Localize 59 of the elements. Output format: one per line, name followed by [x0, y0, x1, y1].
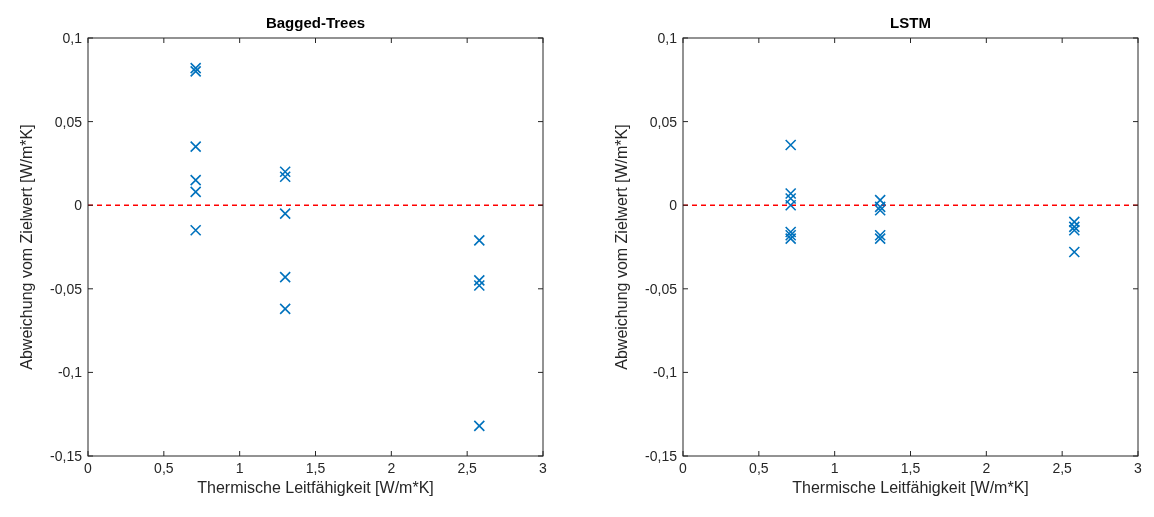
point — [784, 199, 797, 211]
x-tick-label: 1 — [235, 460, 244, 476]
point — [473, 234, 486, 247]
point — [784, 192, 797, 205]
y-tick-label: -0,1 — [652, 364, 678, 381]
y-tick-label: 0 — [669, 197, 678, 214]
x-axis-title: Thermische Leitfähigkeit [W/m*K] — [197, 479, 434, 496]
x-tick-label: 1,5 — [900, 460, 921, 476]
y-tick-label: 0,05 — [649, 113, 678, 130]
x-tick-label: 2,5 — [1052, 460, 1073, 476]
point — [189, 224, 202, 237]
y-tick-label: -0,05 — [50, 280, 83, 297]
point — [1068, 221, 1081, 233]
point — [473, 420, 486, 432]
point — [189, 65, 202, 78]
point — [874, 201, 886, 213]
point — [874, 204, 886, 217]
y-axis-title: Abweichung vom Zielwert [W/m*K] — [613, 124, 630, 370]
point — [1068, 224, 1081, 237]
x-tick-label: 2,5 — [457, 460, 478, 476]
point — [784, 226, 797, 238]
point — [784, 187, 797, 200]
point — [279, 271, 291, 283]
x-tick-label: 3 — [1134, 460, 1143, 476]
y-tick-label: -0,1 — [57, 364, 83, 381]
point — [279, 165, 291, 178]
y-tick-label: -0,15 — [645, 448, 678, 464]
x-axis-title: Thermische Leitfähigkeit [W/m*K] — [792, 479, 1029, 496]
point — [279, 303, 291, 315]
y-tick-label: 0,1 — [657, 30, 678, 46]
y-tick-label: 0,1 — [62, 30, 83, 46]
point — [279, 207, 291, 220]
point — [1068, 246, 1081, 258]
x-tick-label: 0 — [84, 460, 93, 476]
y-tick-label: -0,15 — [50, 448, 83, 464]
x-tick-label: 0,5 — [154, 460, 174, 476]
x-tick-label: 2 — [982, 460, 991, 476]
chart-title: Bagged-Trees — [265, 14, 366, 31]
x-tick-label: 2 — [387, 460, 396, 476]
x-tick-label: 0,5 — [749, 460, 769, 476]
point — [1068, 216, 1081, 228]
y-axis-title: Abweichung vom Zielwert [W/m*K] — [18, 124, 35, 370]
x-tick-label: 3 — [539, 460, 548, 476]
point — [874, 194, 886, 206]
point — [473, 274, 486, 287]
point — [473, 279, 486, 292]
x-tick-label: 0 — [679, 460, 688, 476]
point — [189, 186, 202, 198]
point — [279, 170, 291, 183]
point — [189, 140, 202, 153]
y-tick-label: 0,05 — [54, 113, 83, 130]
point — [189, 174, 202, 186]
x-tick-label: 1,5 — [305, 460, 326, 476]
point — [784, 139, 797, 151]
point — [189, 62, 202, 74]
chart-title: LSTM — [890, 14, 931, 31]
y-tick-label: 0 — [74, 197, 83, 214]
y-tick-label: -0,05 — [645, 280, 678, 297]
x-tick-label: 1 — [830, 460, 839, 476]
